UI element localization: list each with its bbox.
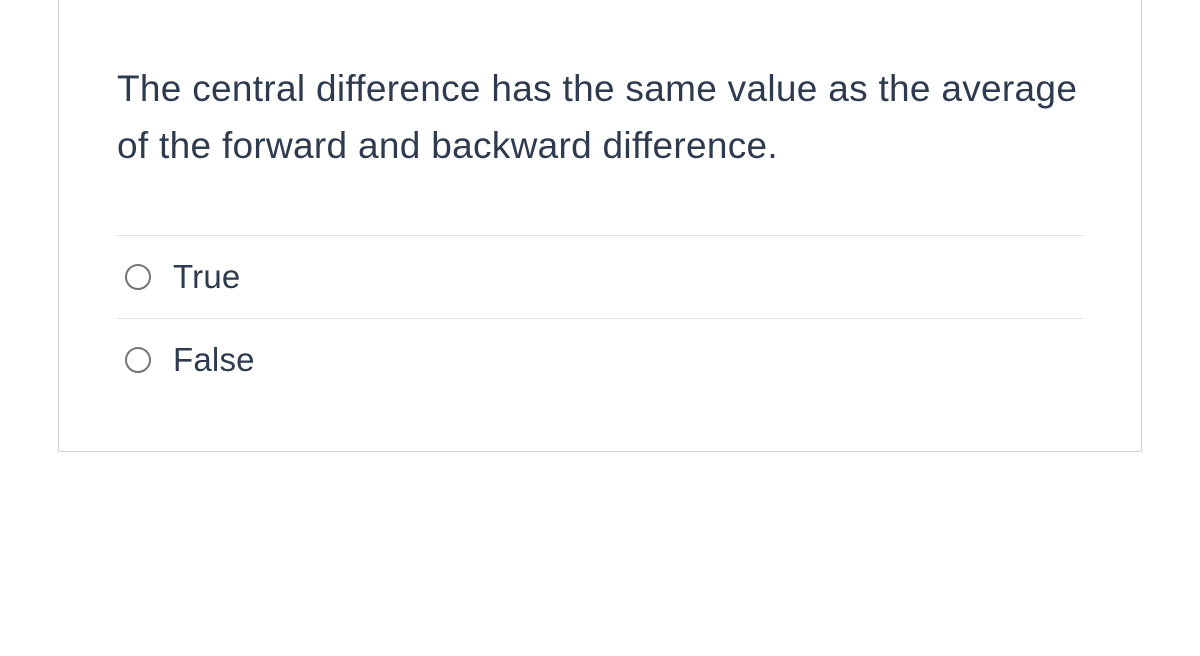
option-true[interactable]: True [117, 235, 1083, 318]
option-false[interactable]: False [117, 318, 1083, 401]
option-label: True [173, 258, 240, 296]
radio-icon [125, 264, 151, 290]
question-text: The central difference has the same valu… [117, 60, 1083, 175]
question-card: The central difference has the same valu… [58, 0, 1142, 452]
options-container: True False [117, 235, 1083, 401]
option-label: False [173, 341, 255, 379]
radio-icon [125, 347, 151, 373]
